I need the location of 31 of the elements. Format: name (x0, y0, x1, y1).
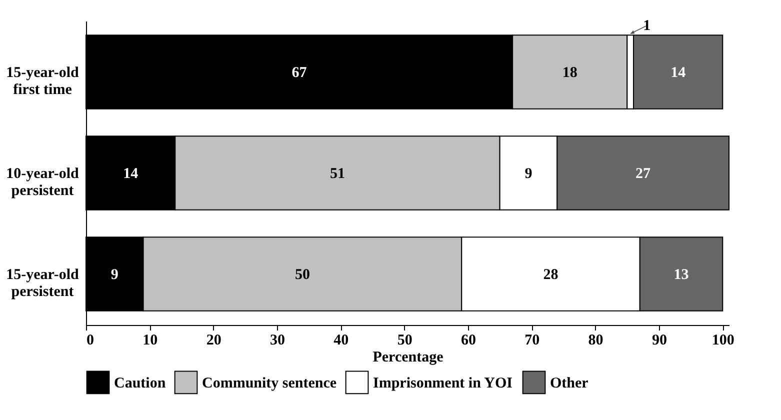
data-label: 67 (292, 65, 308, 82)
data-label: 14 (123, 166, 139, 182)
x-tick-label: 70 (524, 332, 540, 348)
x-tick-label: 60 (460, 332, 476, 348)
x-axis-title: Percentage (372, 350, 444, 366)
data-label: 51 (330, 166, 345, 182)
data-label: 9 (110, 266, 118, 283)
data-label: 50 (294, 266, 310, 283)
data-label: 14 (670, 65, 686, 82)
legend-label: Caution (114, 375, 166, 392)
data-label: 9 (524, 166, 532, 182)
y-tick-label: 15-year-old first time (6, 65, 80, 98)
legend-label: Other (550, 375, 589, 392)
x-tick-label: 80 (588, 332, 604, 348)
x-tick-label: 100 (712, 332, 734, 348)
data-label: 27 (636, 166, 652, 182)
x-tick-label: 0 (86, 332, 94, 348)
y-tick-label: 15-year-old persistent (6, 266, 80, 300)
data-label: 18 (562, 65, 578, 82)
legend-label: Community sentence (202, 375, 337, 392)
x-tick-label: 90 (652, 332, 667, 348)
data-label: 13 (674, 266, 689, 283)
y-tick-label: 10-year-old persistent (6, 166, 80, 199)
x-tick-label: 30 (270, 332, 285, 348)
data-label: 1 (643, 18, 651, 34)
x-tick-label: 40 (334, 332, 349, 348)
x-tick-label: 10 (142, 332, 158, 348)
legend-label: Imprisonment in YOI (373, 375, 513, 392)
data-label: 28 (543, 266, 558, 283)
x-tick-label: 50 (397, 332, 412, 348)
x-tick-label: 20 (206, 332, 222, 348)
